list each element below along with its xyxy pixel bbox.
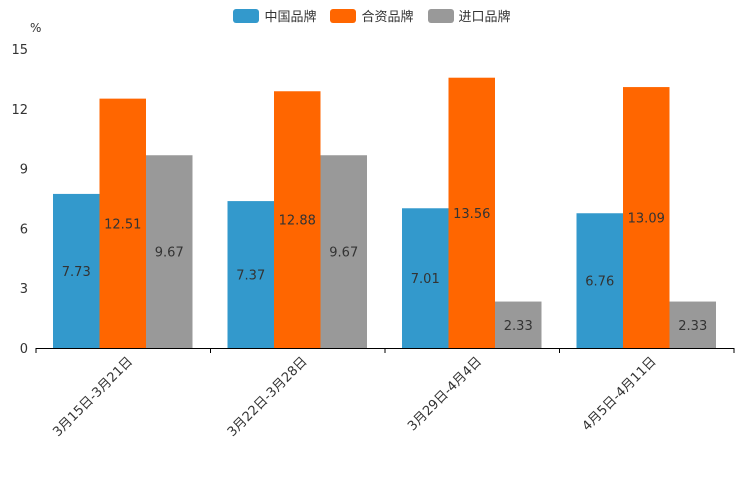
bar-s2-c2 — [495, 301, 542, 348]
bar-value-label-s1-c2: 13.56 — [453, 207, 490, 222]
legend: 中国品牌 合资品牌 进口品牌 — [0, 6, 744, 25]
bar-value-label-s0-c3: 6.76 — [585, 275, 614, 290]
bar-s0-c1 — [227, 201, 274, 348]
legend-swatch-0 — [233, 8, 260, 23]
y-tick-label-1: 3 — [20, 282, 28, 297]
legend-swatch-1 — [330, 8, 357, 23]
bar-value-label-s2-c1: 9.67 — [329, 246, 358, 261]
y-axis-unit-label: % — [30, 21, 42, 35]
bar-value-label-s1-c0: 12.51 — [104, 217, 141, 232]
y-tick-label-4: 12 — [11, 103, 28, 118]
x-tick-label-2: 3月29日-4月4日 — [405, 354, 485, 434]
bar-s1-c0 — [99, 98, 146, 348]
y-tick-label-5: 15 — [11, 43, 28, 58]
x-tick-label-1: 3月22日-3月28日 — [225, 354, 311, 440]
bar-s0-c3 — [576, 213, 623, 348]
bar-value-label-s2-c0: 9.67 — [155, 246, 184, 261]
bar-s1-c1 — [274, 91, 321, 348]
legend-label-1: 合资品牌 — [361, 10, 414, 25]
bar-s2-c3 — [669, 301, 716, 348]
bar-value-label-s0-c2: 7.01 — [411, 272, 440, 287]
legend-item-1[interactable]: 合资品牌 — [330, 6, 414, 25]
y-tick-label-0: 0 — [20, 342, 28, 357]
bar-s2-c0 — [146, 155, 193, 348]
x-tick-label-0: 3月15日-3月21日 — [50, 354, 136, 440]
y-tick-label-3: 9 — [20, 163, 28, 178]
legend-swatch-2 — [427, 8, 454, 23]
legend-item-2[interactable]: 进口品牌 — [427, 6, 511, 25]
y-tick-label-2: 6 — [20, 222, 28, 237]
bar-s1-c3 — [623, 87, 670, 349]
legend-item-0[interactable]: 中国品牌 — [233, 6, 316, 25]
bar-value-label-s2-c2: 2.33 — [504, 319, 533, 334]
bar-value-label-s0-c1: 7.37 — [236, 269, 265, 284]
bar-value-label-s1-c3: 13.09 — [628, 212, 665, 227]
bar-s0-c0 — [53, 193, 100, 348]
bar-value-label-s1-c1: 12.88 — [279, 214, 316, 229]
x-tick-label-3: 4月5日-4月11日 — [580, 354, 660, 434]
legend-label-2: 进口品牌 — [458, 10, 511, 25]
bar-s0-c2 — [402, 208, 449, 348]
legend-label-0: 中国品牌 — [264, 10, 317, 25]
bar-value-label-s2-c3: 2.33 — [678, 319, 707, 334]
bar-value-label-s0-c0: 7.73 — [62, 265, 91, 280]
bar-s2-c1 — [320, 155, 367, 348]
bar-s1-c2 — [448, 77, 495, 348]
